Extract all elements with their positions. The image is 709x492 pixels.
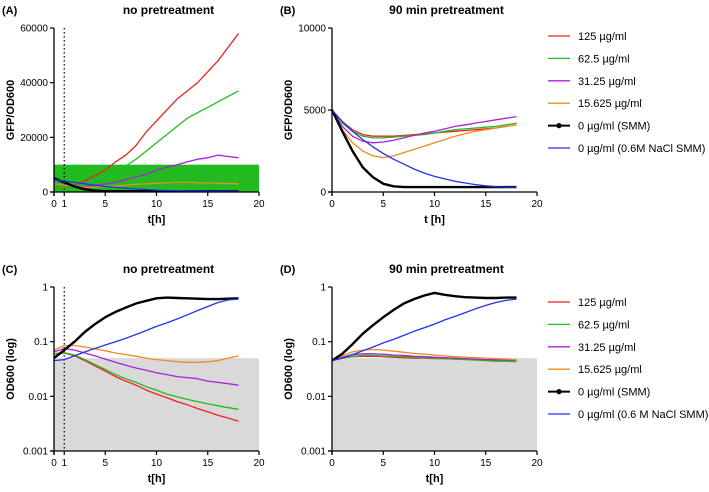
legend-marker: [556, 123, 562, 129]
y-axis-title: OD600 (log): [5, 338, 17, 400]
x-tick-label: 20: [531, 458, 543, 469]
series-line-5: [330, 109, 517, 189]
x-tick-label: 20: [253, 199, 265, 210]
series-line-2: [331, 109, 517, 139]
x-tick-label: 15: [480, 199, 492, 210]
x-tick-label: 0: [329, 458, 335, 469]
legend-top: 125 µg/ml 62.5 µg/ml 31.25 µg/ml 15.625 µg/…: [548, 31, 705, 155]
x-tick-label: 1: [61, 458, 67, 469]
x-tick-label: 15: [202, 458, 214, 469]
legend-marker: [556, 389, 562, 395]
panel-title: no pretreatment: [123, 3, 214, 17]
y-tick-label: 1: [42, 283, 48, 294]
series-line-3: [331, 109, 517, 144]
x-tick-label: 20: [531, 199, 543, 210]
panel-letter: (B): [280, 5, 296, 17]
x-tick-label: 1: [61, 199, 67, 210]
panel-title: 90 min pretreatment: [389, 262, 504, 276]
x-axis-title: t[h]: [426, 473, 444, 485]
x-axis-title: t [h]: [424, 214, 445, 226]
x-tick-label: 10: [429, 199, 441, 210]
legend-label-4: 15.625 µg/ml: [578, 98, 642, 110]
x-tick-label: 5: [102, 199, 108, 210]
x-tick-label: 15: [480, 458, 492, 469]
series-line-6: [331, 298, 517, 362]
x-tick-label: 10: [429, 458, 441, 469]
panel-b: 0 5000 10000 0 5 10 15 20 t [h] GFP/OD600 (B) 90 mi…: [280, 3, 543, 226]
y-tick-label: 1: [320, 283, 326, 294]
series-line-5: [331, 291, 517, 362]
series-line-4: [53, 181, 239, 188]
series-line-1: [53, 352, 239, 422]
legend-label-5: 0 µg/ml (SMM): [578, 387, 650, 399]
legend-label-3: 31.25 µg/ml: [578, 342, 636, 354]
series-line-6: [53, 298, 239, 362]
x-tick-label: 5: [380, 199, 386, 210]
y-axis-title: GFP/OD600: [283, 80, 295, 141]
series-line-2: [331, 354, 517, 363]
legend-bottom: 125 µg/ml 62.5 µg/ml 31.25 µg/ml 15.625 µg/…: [548, 297, 708, 421]
y-tick-label: 60000: [20, 24, 48, 35]
series-line-6: [53, 179, 239, 192]
y-tick-label: 40000: [20, 78, 48, 89]
legend-label-1: 125 µg/ml: [578, 31, 627, 43]
series-line-4: [331, 109, 517, 159]
legend-label-2: 62.5 µg/ml: [578, 53, 630, 65]
y-tick-label: 0: [42, 188, 48, 199]
series-line-2: [53, 351, 239, 410]
x-axis-title: t[h]: [148, 473, 166, 485]
series-line-1: [331, 109, 517, 137]
legend-label-2: 62.5 µg/ml: [578, 319, 630, 331]
y-tick-label: 0.01: [307, 392, 327, 403]
y-tick-label: 20000: [20, 133, 48, 144]
legend-label-1: 125 µg/ml: [578, 297, 627, 309]
panel-title: 90 min pretreatment: [389, 3, 504, 17]
x-tick-label: 20: [253, 458, 265, 469]
series-line-4: [53, 344, 239, 363]
series-line-6: [331, 109, 517, 188]
series-line-4: [331, 348, 517, 362]
series-line-1: [53, 33, 240, 190]
legend-label-3: 31.25 µg/ml: [578, 76, 636, 88]
x-tick-label: 5: [102, 458, 108, 469]
legend-label-6: 0 µg/ml (0.6M NaCl SMM): [578, 143, 705, 155]
x-tick-label: 0: [51, 199, 57, 210]
series-line-5: [53, 296, 239, 360]
panel-letter: (D): [280, 264, 296, 276]
y-tick-label: 0: [320, 188, 326, 199]
threshold-band: [54, 358, 259, 451]
threshold-band: [332, 358, 537, 451]
x-tick-label: 0: [329, 199, 335, 210]
panel-title: no pretreatment: [123, 262, 214, 276]
y-axis-title: GFP/OD600: [5, 80, 17, 141]
y-tick-label: 0.1: [34, 337, 48, 348]
y-axis-title: OD600 (log): [283, 338, 295, 400]
x-axis-title: t[h]: [148, 214, 166, 226]
x-tick-label: 10: [151, 458, 163, 469]
legend-label-5: 0 µg/ml (SMM): [578, 121, 650, 133]
panel-letter: (A): [2, 5, 18, 17]
y-tick-label: 0.001: [23, 447, 48, 458]
threshold-band: [54, 164, 259, 192]
x-tick-label: 15: [202, 199, 214, 210]
series-line-3: [331, 353, 517, 362]
legend-label-6: 0 µg/ml (0.6 M NaCl SMM): [578, 409, 708, 421]
x-tick-label: 0: [51, 458, 57, 469]
legend-label-4: 15.625 µg/ml: [578, 364, 642, 376]
series-line-3: [53, 347, 239, 386]
x-tick-label: 10: [151, 199, 163, 210]
y-tick-label: 0.01: [29, 392, 49, 403]
y-tick-label: 10000: [298, 24, 326, 35]
y-tick-label: 5000: [304, 106, 327, 117]
panel-letter: (C): [2, 264, 18, 276]
y-tick-label: 0.001: [301, 447, 326, 458]
y-tick-label: 0.1: [312, 337, 326, 348]
x-tick-label: 5: [380, 458, 386, 469]
